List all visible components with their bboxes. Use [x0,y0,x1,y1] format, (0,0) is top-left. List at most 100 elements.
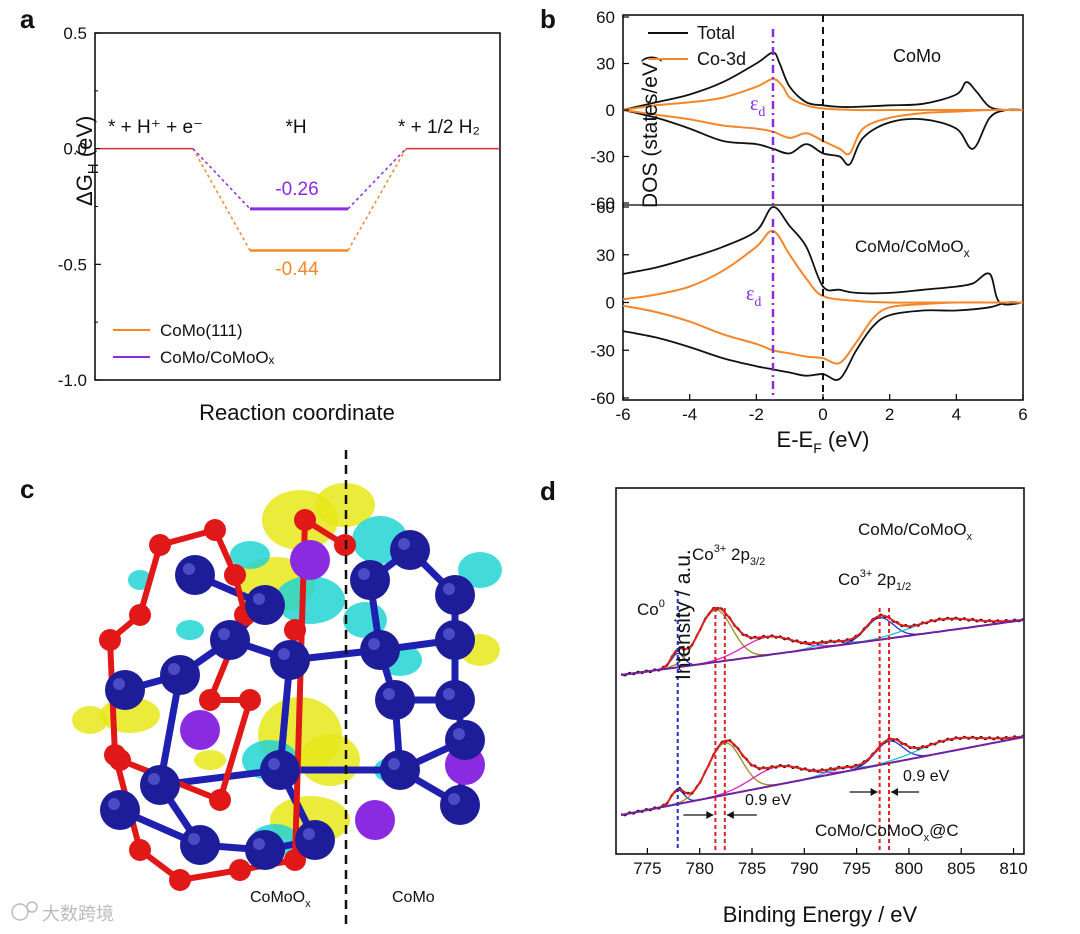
c-atom-co [435,575,475,615]
a-y-ticks: 0.5 0.0 -0.5 -1.0 [58,24,101,390]
panel-c: c CoMoOx CoMo [20,450,502,930]
c-atom-highlight [368,638,380,650]
b-total-spin-down [622,301,1024,381]
b-co3d-spin-down [622,301,1024,365]
c-isosurface-lobe [458,552,502,588]
b-y-tick-label: 30 [596,246,615,265]
d-shift-arrow-left-a-head [706,811,714,819]
b-y-tick-label: -30 [590,341,615,360]
c-atom-o [209,789,231,811]
c-atom-co [435,620,475,660]
a-y-tick-label: -0.5 [58,255,87,274]
a-state-label-initial: * + H⁺ + e⁻ [108,117,203,138]
a-connector-right-0 [347,148,407,251]
c-atom-co [390,530,430,570]
d-label-top-sample: CoMo/CoMoOx [858,520,973,543]
c-atom-o [239,689,261,711]
c-atom-mo [180,710,220,750]
axes-frame-a [94,32,501,381]
b-legend-label-co3d: Co-3d [697,49,746,69]
c-atom-co [100,790,140,830]
c-atom-o [129,839,151,861]
d-raw-data [620,734,1024,817]
b-annotation-ed-bottom: εd [746,283,761,310]
b-total-spin-up [622,51,1024,112]
b-x-tick-label: -2 [749,405,764,424]
b-y-tick-label: 60 [596,8,615,27]
c-atom-highlight [218,628,230,640]
d-label-bottom-sample: CoMo/CoMoOx@C [815,821,959,844]
c-atom-highlight [253,838,265,850]
c-atom-o [294,509,316,531]
panel-letter-c: c [20,474,34,504]
c-isosurface-lobe [72,706,108,734]
c-atom-highlight [358,568,370,580]
c-isosurface-lobe [275,576,345,624]
b-subplot-title-como-comoox: CoMo/CoMoOx [855,237,970,260]
c-atom-o [149,534,171,556]
c-atom-mo [355,800,395,840]
d-x-tick-label: 805 [947,859,975,878]
panel-letter-a: a [20,4,35,34]
c-atom-highlight [148,773,160,785]
b-y-axis-label: DOS (states/eV) [639,55,662,208]
c-atom-o [199,689,221,711]
b-x-tick-label: 4 [952,405,961,424]
c-atom-highlight [113,678,125,690]
c-atom-co [295,820,335,860]
b-y-tick-label: -60 [590,194,615,213]
b-x-ticks: -6 -4 -2 0 2 4 6 [615,394,1028,424]
c-atom-highlight [388,758,400,770]
c-atom-co [440,785,480,825]
c-atom-o [229,859,251,881]
c-atom-highlight [443,583,455,595]
c-atom-co [180,825,220,865]
c-atom-co [140,765,180,805]
c-atom-o [169,869,191,891]
panel-d: d 775 780 785 790 795 800 805 810 Intensity / a… [540,476,1028,927]
c-atom-co [245,585,285,625]
c-atom-highlight [278,648,290,660]
d-x-tick-label: 775 [633,859,661,878]
d-x-tick-label: 795 [842,859,870,878]
c-isosurface-lobe [194,750,226,770]
d-x-tick-label: 785 [738,859,766,878]
c-atom-highlight [398,538,410,550]
d-x-tick-label: 780 [686,859,714,878]
d-fit-envelope [621,735,1024,816]
c-atom-co [445,720,485,760]
axes-frame-d [615,487,1025,855]
b-x-tick-label: 2 [885,405,894,424]
panel-letter-b: b [540,4,556,34]
c-atom-highlight [443,628,455,640]
panel-letter-d: d [540,476,556,506]
d-fit-envelope [621,606,1024,676]
d-label-shift-right: 0.9 eV [903,768,950,785]
b-x-tick-label: -6 [615,405,630,424]
c-atom-mo [290,540,330,580]
a-plot-area [100,147,500,252]
d-x-tick-label: 790 [790,859,818,878]
b-x-axis-label: E-EF (eV) [777,427,870,456]
c-bond-oxygen [137,544,163,616]
b-co3d-spin-up [622,77,1023,112]
c-atom-highlight [383,688,395,700]
b-bottom-subplot [622,205,1024,400]
c-atom-o [204,519,226,541]
b-y-tick-label: 60 [596,198,615,217]
b-y-tick-label: 30 [596,55,615,74]
a-y-tick-label: -1.0 [58,371,87,390]
d-x-axis-label: Binding Energy / eV [723,902,918,927]
c-bond-oxygen [217,699,253,801]
d-label-co3-2p12: Co3+ 2p1/2 [838,568,911,593]
c-isosurface-lobe [230,541,270,569]
b-x-tick-label: 6 [1018,405,1027,424]
c-label-comoox: CoMoOx [250,889,311,910]
c-atom-co [375,680,415,720]
b-y-tick-label: -60 [590,389,615,408]
b-y-tick-label: -30 [590,148,615,167]
c-atom-co [435,680,475,720]
d-shift-arrow-right-b-head [891,788,899,796]
